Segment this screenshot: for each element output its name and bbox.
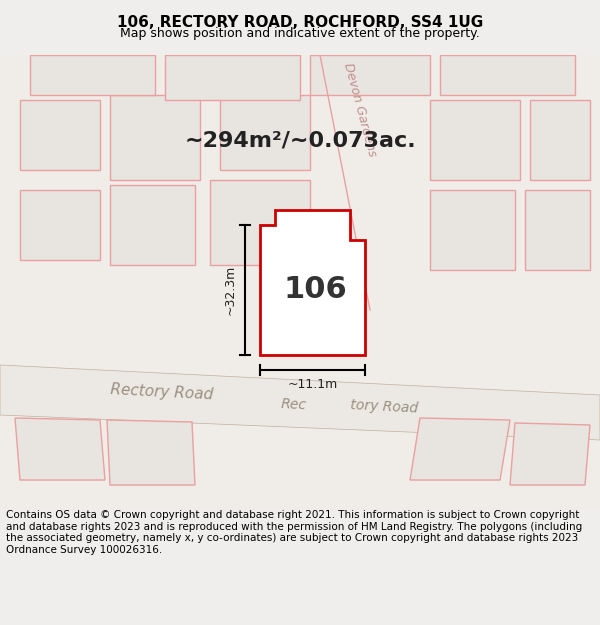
- Text: ~11.1m: ~11.1m: [287, 378, 338, 391]
- Polygon shape: [0, 365, 600, 440]
- Polygon shape: [510, 423, 590, 485]
- Text: ~294m²/~0.073ac.: ~294m²/~0.073ac.: [184, 130, 416, 150]
- Text: Devon Gardens: Devon Gardens: [341, 62, 379, 158]
- Polygon shape: [220, 95, 310, 170]
- Text: 106: 106: [283, 276, 347, 304]
- Polygon shape: [430, 190, 515, 270]
- Polygon shape: [165, 55, 300, 100]
- Polygon shape: [210, 180, 310, 265]
- Polygon shape: [20, 100, 100, 170]
- Polygon shape: [110, 95, 200, 180]
- Text: Map shows position and indicative extent of the property.: Map shows position and indicative extent…: [120, 27, 480, 39]
- Polygon shape: [440, 55, 575, 95]
- Text: Rec: Rec: [280, 398, 307, 412]
- Polygon shape: [107, 420, 195, 485]
- Polygon shape: [260, 210, 365, 355]
- Text: ~32.3m: ~32.3m: [224, 265, 237, 315]
- Text: Contains OS data © Crown copyright and database right 2021. This information is : Contains OS data © Crown copyright and d…: [6, 510, 582, 555]
- Text: tory Road: tory Road: [350, 398, 418, 416]
- Polygon shape: [110, 185, 195, 265]
- Polygon shape: [15, 418, 105, 480]
- Polygon shape: [20, 190, 100, 260]
- Polygon shape: [410, 418, 510, 480]
- Polygon shape: [30, 55, 155, 95]
- Polygon shape: [525, 190, 590, 270]
- Polygon shape: [310, 55, 430, 95]
- Text: Rectory Road: Rectory Road: [110, 382, 214, 402]
- Text: 106, RECTORY ROAD, ROCHFORD, SS4 1UG: 106, RECTORY ROAD, ROCHFORD, SS4 1UG: [117, 16, 483, 31]
- Polygon shape: [530, 100, 590, 180]
- Polygon shape: [430, 100, 520, 180]
